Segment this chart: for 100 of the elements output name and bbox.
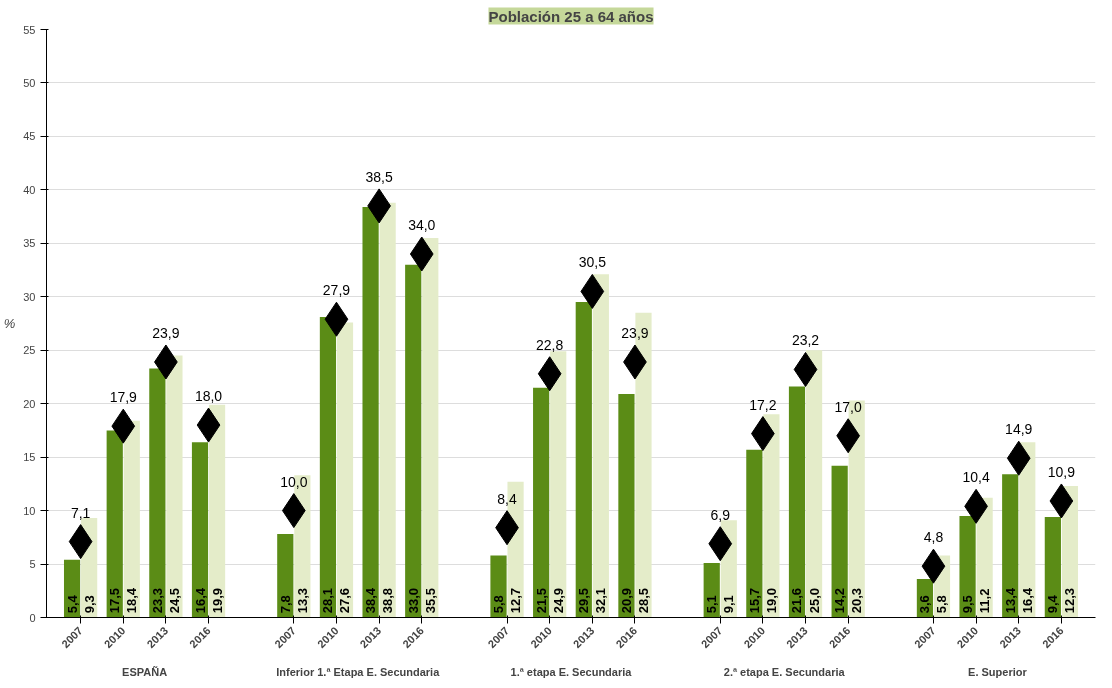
- bar: [422, 237, 439, 618]
- data-label: 23,2: [791, 332, 820, 349]
- y-tick-label: 45: [23, 130, 36, 143]
- data-label: 23,9: [152, 324, 180, 341]
- bar: [277, 534, 294, 618]
- data-label: 5,1: [704, 595, 720, 614]
- data-label: 14,9: [1005, 421, 1033, 438]
- data-label: 12,3: [1062, 587, 1078, 614]
- data-label: 24,5: [166, 587, 182, 614]
- data-label: 32,1: [593, 587, 609, 614]
- data-label: 38,5: [365, 168, 393, 185]
- bar: [533, 387, 550, 618]
- data-label: 20,9: [618, 587, 634, 614]
- data-label: 17,5: [107, 587, 123, 614]
- data-label: 7,8: [277, 595, 293, 614]
- data-label: 28,5: [635, 587, 651, 614]
- data-label: 13,3: [294, 587, 310, 614]
- bar: [490, 555, 507, 618]
- data-label: 5,8: [934, 595, 950, 614]
- data-label: 38,4: [363, 587, 379, 614]
- data-label: 23,9: [621, 324, 649, 341]
- bar: [149, 368, 166, 618]
- bar: [319, 317, 337, 618]
- chart-title: Población 25 a 64 años: [488, 7, 654, 25]
- text: E. Superior: [968, 665, 1028, 678]
- data-label: 25,0: [806, 587, 822, 614]
- data-label: 16,4: [192, 587, 208, 614]
- data-label: 4,8: [923, 529, 944, 546]
- data-label: 30,5: [578, 254, 607, 271]
- data-label: 20,3: [849, 587, 865, 614]
- data-label: 5,4: [64, 594, 80, 614]
- text: ESPAÑA: [122, 665, 168, 678]
- y-tick-label: 0: [29, 611, 36, 624]
- data-label: 14,2: [832, 587, 848, 614]
- data-label: 21,6: [789, 587, 805, 614]
- bar: [106, 430, 123, 618]
- bar: [763, 414, 780, 618]
- data-label: 16,4: [1019, 587, 1035, 614]
- data-label: 8,4: [497, 490, 517, 507]
- data-label: 10,0: [280, 473, 308, 490]
- bar: [405, 264, 422, 618]
- bar: [746, 449, 763, 618]
- bar: [379, 202, 396, 618]
- data-label: 9,5: [960, 595, 976, 614]
- bar: [618, 394, 635, 618]
- y-tick-label: 20: [23, 397, 36, 410]
- bar: [336, 322, 354, 618]
- bar: [805, 350, 823, 618]
- bar: [191, 442, 209, 618]
- data-label: 6,9: [710, 506, 731, 523]
- data-label: 9,3: [81, 595, 97, 614]
- y-tick-label: 25: [23, 344, 36, 357]
- y-tick-label: 5: [29, 558, 36, 571]
- y-tick-label: 35: [23, 237, 36, 250]
- bar: [575, 302, 592, 618]
- bar: [831, 465, 848, 618]
- data-label: 28,1: [320, 587, 336, 614]
- data-label: 27,9: [322, 282, 351, 299]
- data-label: 17,0: [834, 398, 863, 415]
- bar: [592, 274, 609, 618]
- bar: [1044, 517, 1061, 618]
- data-label: 24,9: [550, 587, 566, 614]
- data-label: 19,0: [763, 587, 779, 614]
- bar: [362, 206, 379, 618]
- data-label: 33,0: [405, 587, 421, 614]
- data-label: 10,4: [962, 469, 990, 486]
- data-label: 17,9: [109, 389, 138, 406]
- data-label: 10,9: [1047, 463, 1076, 480]
- y-tick-label: 40: [23, 183, 36, 196]
- y-axis-title: %: [3, 316, 16, 331]
- data-label: 17,2: [749, 396, 777, 413]
- data-label: 7,1: [70, 504, 91, 521]
- data-label: 23,3: [149, 587, 165, 614]
- bar: [959, 515, 976, 618]
- text: Inferior 1.ª Etapa E. Secundaria: [276, 665, 441, 678]
- y-tick-label: 55: [23, 23, 36, 36]
- y-tick-label: 50: [23, 76, 36, 89]
- data-label: 11,2: [977, 588, 993, 614]
- y-tick-label: 10: [23, 504, 36, 517]
- data-label: 29,5: [576, 587, 592, 614]
- y-tick-label: 30: [23, 290, 36, 303]
- data-label: 27,6: [337, 587, 353, 614]
- bar: [788, 386, 806, 618]
- data-label: 34,0: [408, 217, 436, 234]
- text: 2.ª etapa E. Secundaria: [723, 665, 846, 678]
- data-label: 12,7: [508, 587, 524, 614]
- bar: [1002, 474, 1019, 618]
- text: 1.ª etapa E. Secundaria: [510, 665, 633, 678]
- data-label: 5,8: [491, 595, 507, 614]
- data-label: 13,4: [1002, 587, 1018, 614]
- data-label: 18,4: [124, 587, 140, 614]
- data-label: 19,9: [209, 587, 225, 614]
- data-label: 9,1: [721, 595, 737, 614]
- data-label: 38,8: [380, 587, 396, 614]
- y-tick-label: 15: [23, 451, 36, 464]
- bar: [166, 355, 183, 618]
- data-label: 35,5: [422, 587, 438, 614]
- data-label: 18,0: [194, 388, 223, 405]
- data-label: 22,8: [536, 336, 564, 353]
- data-label: 21,5: [533, 587, 549, 614]
